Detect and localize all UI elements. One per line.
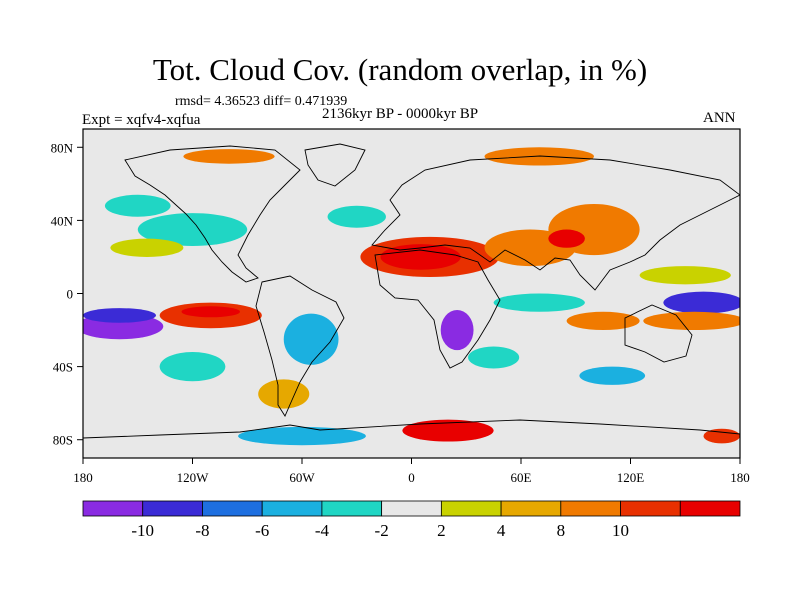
- field-region-9: [159, 351, 226, 382]
- colorbar-swatch-1: [142, 500, 203, 517]
- field-region-15: [548, 229, 585, 248]
- lon-tick-label-3: 0: [408, 470, 415, 485]
- lon-tick-label-1: 120W: [177, 470, 210, 485]
- colorbar-label-1: -8: [195, 521, 209, 540]
- field-region-19: [566, 311, 640, 331]
- colorbar-swatch-10: [679, 500, 741, 517]
- colorbar-label-3: -4: [315, 521, 330, 540]
- lon-tick-label-2: 60W: [289, 470, 315, 485]
- field-region-28: [579, 366, 646, 385]
- field-region-27: [703, 428, 740, 444]
- field-region-23: [402, 419, 494, 442]
- coast-south-america: [255, 275, 345, 417]
- lon-tick-label-0: 180: [73, 470, 93, 485]
- coast-africa: [374, 249, 501, 369]
- experiment-label: Expt = xqfv4-xqfua: [82, 112, 201, 128]
- lat-tick-label-3: 40S: [53, 360, 73, 375]
- colorbar-label-6: 4: [497, 521, 506, 540]
- field-region-26: [183, 149, 275, 164]
- plot-background: [83, 129, 740, 458]
- field-region-18: [493, 293, 585, 312]
- colorbar-swatch-8: [560, 500, 621, 517]
- season-label: ANN: [703, 110, 736, 126]
- lat-tick-label-2: 0: [67, 287, 74, 302]
- lon-tick-label-5: 120E: [617, 470, 645, 485]
- field-region-7: [283, 313, 339, 365]
- colorbar-label-4: -2: [375, 521, 389, 540]
- longitude-axis: 180 120W 60W 0 60E 120E 180: [73, 458, 750, 485]
- field-region-5: [104, 194, 171, 217]
- colorbar-swatch-3: [261, 500, 323, 517]
- colorbar-swatch-7: [500, 500, 562, 517]
- colorbar-label-0: -10: [131, 521, 154, 540]
- field-region-1: [83, 308, 156, 323]
- colorbar-label-7: 8: [557, 521, 566, 540]
- lat-tick-label-1: 40N: [51, 213, 74, 228]
- colorbar-swatch-5: [381, 500, 442, 517]
- colorbar-swatch-4: [321, 500, 383, 517]
- coast-north-america: [124, 145, 301, 283]
- field-region-8: [327, 205, 386, 228]
- field-region-21: [643, 311, 740, 331]
- colorbar-swatch-0: [82, 500, 144, 517]
- coast-europe-asia: [371, 155, 740, 291]
- field-region-20: [663, 291, 740, 314]
- lat-tick-label-0: 80N: [51, 140, 74, 155]
- lat-tick-label-4: 80S: [53, 433, 73, 448]
- rmsd-diff-label: rmsd= 4.36523 diff= 0.471939: [175, 94, 348, 109]
- colorbar-swatch-2: [202, 500, 263, 517]
- period-label: 2136kyr BP - 0000kyr BP: [322, 106, 479, 122]
- colorbar-swatch-9: [620, 500, 681, 517]
- field-region-22: [639, 266, 731, 285]
- coastlines: [83, 143, 740, 439]
- field-region-16: [440, 309, 474, 351]
- field-region-17: [468, 346, 520, 369]
- field-region-4: [137, 213, 248, 246]
- field-region-6: [110, 238, 184, 257]
- colorbar: -10 -8 -6 -4 -2 2 4 8 10: [82, 500, 741, 540]
- field-region-24: [238, 426, 366, 446]
- coast-australia: [624, 304, 693, 363]
- coast-antarctica: [83, 419, 740, 439]
- lon-tick-label-4: 60E: [511, 470, 532, 485]
- anomaly-field: [83, 147, 740, 446]
- colorbar-label-5: 2: [437, 521, 446, 540]
- field-region-3: [181, 306, 240, 318]
- colorbar-label-2: -6: [255, 521, 269, 540]
- latitude-axis: 80N 40N 0 40S 80S: [51, 140, 83, 448]
- chart-title: Tot. Cloud Cov. (random overlap, in %): [152, 52, 648, 87]
- coast-greenland: [304, 143, 366, 187]
- colorbar-label-8: 10: [612, 521, 629, 540]
- field-region-10: [258, 379, 310, 409]
- field-region-12: [380, 244, 461, 270]
- lon-tick-label-6: 180: [730, 470, 750, 485]
- colorbar-swatch-6: [440, 500, 502, 517]
